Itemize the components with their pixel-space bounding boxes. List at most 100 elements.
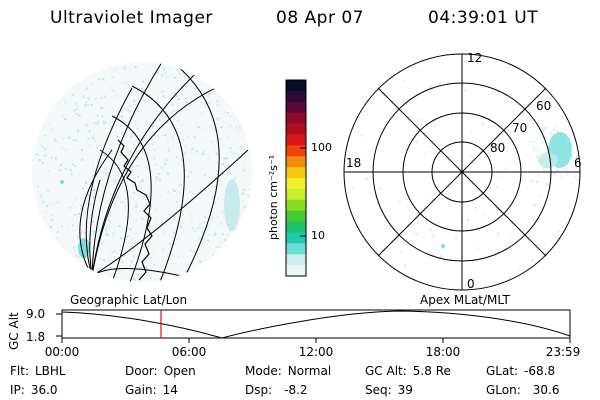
speckle-dot xyxy=(182,138,185,141)
speckle-dot xyxy=(69,169,72,172)
speckle-dot xyxy=(214,123,217,126)
speckle-dot xyxy=(543,136,546,139)
speckle-dot xyxy=(547,172,550,175)
speckle-dot xyxy=(64,101,67,104)
status-label: IP: xyxy=(10,383,25,397)
speckle-dot xyxy=(60,225,63,228)
speckle-dot xyxy=(164,134,167,137)
speckle-dot xyxy=(166,137,169,140)
speckle-dot xyxy=(118,196,121,199)
speckle-dot xyxy=(42,201,44,204)
speckle-dot xyxy=(541,141,544,144)
speckle-dot xyxy=(560,177,563,180)
speckle-dot xyxy=(243,148,246,151)
speckle-dot xyxy=(123,67,126,70)
speckle-dot xyxy=(403,80,406,83)
timeline-xtick: 00:00 xyxy=(45,345,80,359)
status-label: Dsp: xyxy=(245,383,273,397)
speckle-dot xyxy=(118,147,121,150)
speckle-dot xyxy=(181,93,183,96)
speckle-dot xyxy=(218,117,221,120)
speckle-dot xyxy=(129,228,132,231)
speckle-dot xyxy=(532,148,535,151)
geographic-image-panel xyxy=(32,62,252,282)
speckle-dot xyxy=(87,200,90,202)
speckle-dot xyxy=(105,233,108,236)
speckle-dot xyxy=(155,176,158,179)
speckle-dot xyxy=(191,151,194,154)
speckle-dot xyxy=(534,130,537,133)
speckle-dot xyxy=(183,74,186,77)
speckle-dot xyxy=(133,99,136,102)
speckle-dot xyxy=(128,150,131,153)
speckle-dot xyxy=(419,118,422,121)
speckle-dot xyxy=(202,152,205,155)
speckle-dot xyxy=(193,136,196,139)
speckle-dot xyxy=(136,127,139,130)
speckle-dot xyxy=(177,98,180,101)
speckle-dot xyxy=(142,138,145,141)
colorbar-stripe xyxy=(286,221,306,234)
speckle-dot xyxy=(48,122,51,125)
speckle-dot xyxy=(66,226,69,229)
speckle-dot xyxy=(213,145,216,148)
speckle-dot xyxy=(84,227,87,230)
speckle-dot xyxy=(163,68,165,70)
speckle-dot xyxy=(199,207,202,210)
speckle-dot xyxy=(68,136,71,139)
colorbar-stripe xyxy=(286,178,306,190)
speckle-dot xyxy=(149,256,152,259)
speckle-dot xyxy=(188,191,191,194)
speckle-dot xyxy=(102,259,105,262)
status-gcalt: GC Alt: 5.8 Re xyxy=(365,364,451,378)
speckle-dot xyxy=(75,108,78,111)
speckle-dot xyxy=(85,181,88,184)
speckle-dot xyxy=(152,125,154,128)
speckle-dot xyxy=(160,166,163,169)
speckle-dot xyxy=(146,75,149,78)
speckle-dot xyxy=(55,236,58,239)
speckle-dot xyxy=(164,162,167,165)
speckle-dot xyxy=(126,108,129,111)
status-value: -8.2 xyxy=(284,383,308,397)
speckle-dot xyxy=(210,140,213,143)
speckle-dot xyxy=(58,169,61,172)
speckle-dot xyxy=(223,238,226,241)
speckle-dot xyxy=(468,173,471,176)
speckle-dot xyxy=(228,170,231,173)
status-ip: IP: 36.0 xyxy=(10,383,58,397)
speckle-dot xyxy=(73,213,76,216)
speckle-dot xyxy=(146,195,149,198)
speckle-dot xyxy=(53,137,56,140)
speckle-dot xyxy=(167,251,170,254)
speckle-dot xyxy=(477,229,480,232)
speckle-dot xyxy=(151,142,154,145)
speckle-dot xyxy=(187,135,189,138)
speckle-dot xyxy=(208,93,211,95)
speckle-dot xyxy=(542,167,545,169)
speckle-dot xyxy=(97,161,100,164)
speckle-dot xyxy=(180,124,183,127)
speckle-dot xyxy=(542,169,545,172)
speckle-dot xyxy=(214,201,217,204)
speckle-dot xyxy=(96,227,99,230)
speckle-dot xyxy=(528,141,531,143)
speckle-dot xyxy=(550,132,553,135)
speckle-dot xyxy=(77,237,80,240)
speckle-dot xyxy=(153,133,156,136)
speckle-dot xyxy=(570,141,573,144)
speckle-dot xyxy=(169,118,172,121)
colorbar-stripe xyxy=(286,80,306,92)
speckle-dot xyxy=(429,228,432,231)
speckle-dot xyxy=(151,252,154,255)
status-label: GC Alt: xyxy=(365,364,407,378)
speckle-dot xyxy=(43,148,46,151)
speckle-dot xyxy=(125,169,128,172)
speckle-dot xyxy=(536,155,539,158)
instrument-title: Ultraviolet Imager xyxy=(50,8,213,28)
status-value: 5.8 Re xyxy=(412,364,451,378)
speckle-dot xyxy=(73,147,76,150)
speckle-dot xyxy=(151,206,154,209)
speckle-dot xyxy=(201,231,204,234)
